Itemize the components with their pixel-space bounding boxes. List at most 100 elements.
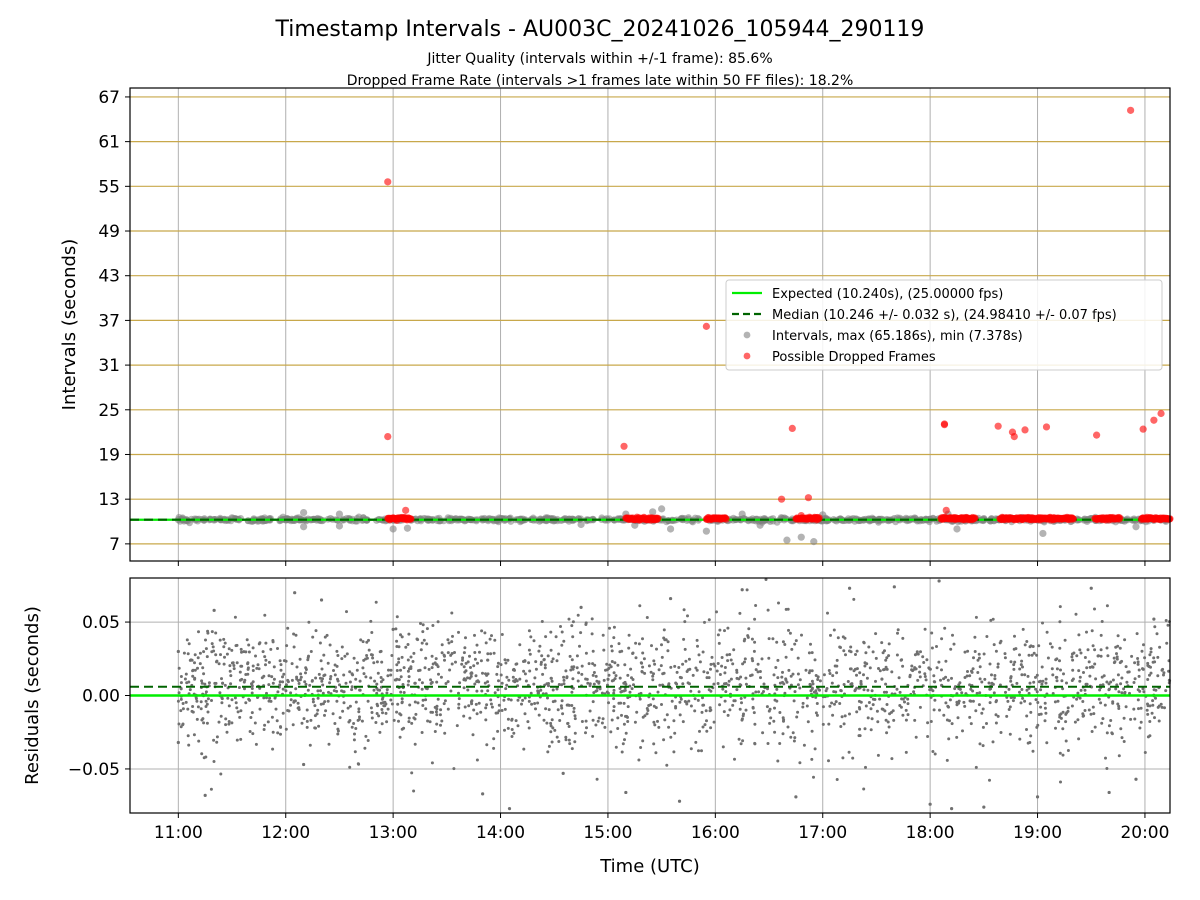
residual-point xyxy=(687,657,691,661)
residual-point xyxy=(776,676,780,680)
residual-point xyxy=(510,728,514,731)
residual-point xyxy=(695,638,699,642)
dropped-frame-point xyxy=(1042,423,1051,431)
residual-point xyxy=(666,640,670,644)
residual-point xyxy=(737,677,741,681)
residual-point xyxy=(335,689,339,693)
residual-point xyxy=(226,696,230,700)
residual-point xyxy=(701,650,705,654)
residual-point xyxy=(989,618,993,622)
residual-point xyxy=(464,636,467,640)
residual-point xyxy=(660,643,663,647)
residual-point xyxy=(884,665,888,669)
residual-point xyxy=(264,663,267,667)
residual-point xyxy=(346,706,350,710)
residual-point xyxy=(317,724,321,728)
residual-point xyxy=(1118,661,1122,665)
residual-point xyxy=(985,635,989,638)
residual-point xyxy=(612,697,616,701)
residual-point xyxy=(412,716,416,720)
residual-point xyxy=(723,671,727,675)
residual-point xyxy=(610,649,614,653)
residual-point xyxy=(715,610,718,614)
residual-point xyxy=(228,664,232,668)
residual-point xyxy=(375,712,379,715)
residual-point xyxy=(539,688,543,692)
residual-point xyxy=(249,716,253,719)
residual-point xyxy=(399,690,403,694)
residual-point xyxy=(624,714,627,718)
residual-point xyxy=(473,633,476,637)
residual-point xyxy=(1090,730,1094,733)
residual-point xyxy=(355,661,359,665)
top-ytick-label: 19 xyxy=(98,445,120,465)
residual-point xyxy=(1030,653,1034,657)
residual-point xyxy=(631,651,635,655)
residual-point xyxy=(935,645,938,648)
residual-point xyxy=(407,679,411,683)
residual-point xyxy=(238,678,242,682)
residual-point xyxy=(568,742,572,746)
residual-point xyxy=(336,729,340,733)
residual-point xyxy=(539,662,543,666)
residual-point xyxy=(1063,638,1067,642)
residual-point xyxy=(669,735,673,739)
residual-point xyxy=(397,645,401,649)
residual-point xyxy=(342,673,346,677)
residual-point xyxy=(502,698,506,702)
residual-point xyxy=(457,630,460,634)
residual-point xyxy=(610,679,614,683)
residual-point xyxy=(475,689,479,693)
residual-point xyxy=(723,682,726,686)
residual-point xyxy=(1136,660,1140,664)
residual-point xyxy=(412,789,416,793)
residual-point xyxy=(193,653,197,657)
residual-point xyxy=(781,732,785,736)
residual-point xyxy=(1103,703,1107,707)
residual-point xyxy=(796,656,800,660)
residual-point xyxy=(813,658,817,662)
residual-point xyxy=(863,727,867,731)
residual-point xyxy=(238,715,242,719)
dropped-frame-point xyxy=(1139,425,1147,433)
residual-point xyxy=(317,672,321,676)
residual-point xyxy=(653,723,657,727)
residual-point xyxy=(1123,638,1127,642)
residual-point xyxy=(1132,681,1136,684)
residual-point xyxy=(638,604,642,608)
residual-point xyxy=(600,721,604,725)
residual-point xyxy=(610,644,613,648)
residual-point xyxy=(1020,659,1024,663)
residual-point xyxy=(654,706,658,710)
residual-point xyxy=(177,666,181,670)
residual-point xyxy=(452,767,456,771)
residual-point xyxy=(262,696,266,700)
residual-point xyxy=(1127,670,1131,674)
residual-point xyxy=(847,750,851,754)
residual-point xyxy=(1100,620,1104,623)
residual-point xyxy=(316,708,320,712)
interval-point xyxy=(577,520,585,529)
residual-point xyxy=(573,731,577,735)
residual-point xyxy=(238,670,242,674)
residual-point xyxy=(402,666,406,670)
residual-point xyxy=(728,653,732,656)
interval-point xyxy=(631,521,639,529)
residual-point xyxy=(1125,680,1129,684)
residual-point xyxy=(742,639,746,643)
residual-point xyxy=(1146,664,1150,667)
residual-point xyxy=(627,646,631,650)
dropped-frame-point xyxy=(1157,409,1165,418)
residual-point xyxy=(292,700,296,704)
residual-point xyxy=(752,711,756,715)
residual-point xyxy=(1146,678,1150,681)
dropped-frame-point xyxy=(1116,514,1124,522)
residual-point xyxy=(1071,668,1075,672)
residual-point xyxy=(832,628,836,632)
residual-point xyxy=(1120,736,1124,740)
residual-point xyxy=(751,697,755,701)
residual-point xyxy=(549,648,553,652)
residual-point xyxy=(412,651,416,655)
residual-point xyxy=(1086,648,1090,652)
residual-point xyxy=(946,704,950,708)
